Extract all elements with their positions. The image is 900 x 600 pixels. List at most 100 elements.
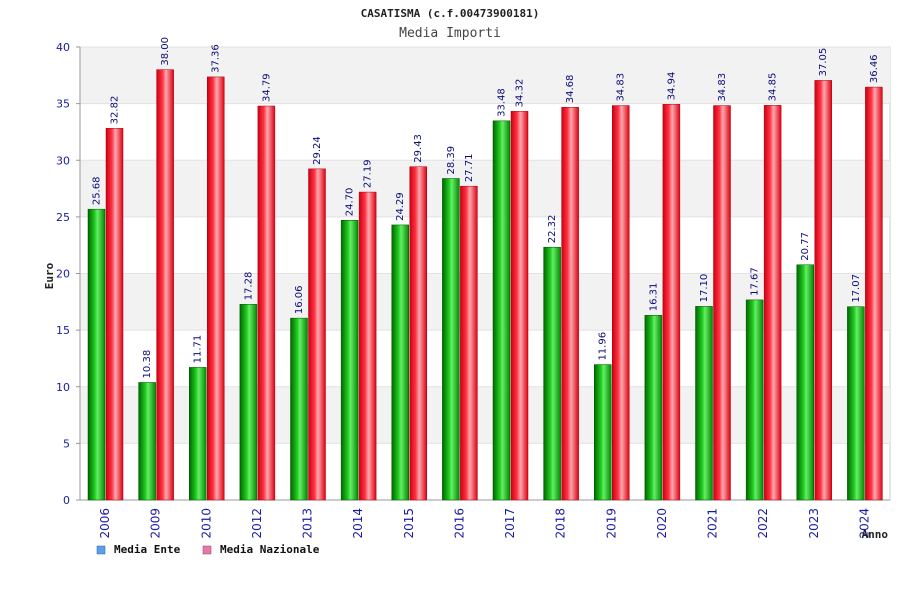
bar-media-nazionale-2024 xyxy=(865,86,883,501)
bar-media-ente-2018 xyxy=(543,246,561,501)
data-label-media-ente-2016: 28.39 xyxy=(446,146,457,175)
x-axis-label: Anno xyxy=(862,528,889,541)
bar-media-nazionale-2021 xyxy=(713,105,731,501)
data-label-media-nazionale-2019: 34.83 xyxy=(616,73,627,102)
bar-media-ente-2017 xyxy=(492,120,511,501)
bar-media-ente-2013 xyxy=(290,317,308,501)
y-tick-label: 35 xyxy=(56,98,70,111)
x-tick-label: 2014 xyxy=(351,508,365,539)
data-label-media-ente-2010: 11.71 xyxy=(193,335,204,364)
bar-media-ente-2012 xyxy=(239,304,258,501)
data-label-media-ente-2022: 17.67 xyxy=(750,267,761,296)
bar-media-ente-2016 xyxy=(442,178,460,501)
x-tick-label: 2006 xyxy=(98,508,112,539)
data-label-media-ente-2009: 10.38 xyxy=(142,350,153,379)
x-tick-label: 2012 xyxy=(250,508,264,539)
bar-media-nazionale-2010 xyxy=(207,76,225,501)
bar-media-ente-2009 xyxy=(138,382,156,501)
data-label-media-nazionale-2024: 36.46 xyxy=(869,54,880,83)
data-label-media-nazionale-2018: 34.68 xyxy=(565,75,576,104)
bar-media-nazionale-2019 xyxy=(612,105,630,501)
bar-media-nazionale-2014 xyxy=(358,191,377,501)
chart-title: CASATISMA (c.f.00473900181) xyxy=(361,7,540,20)
bar-media-nazionale-2022 xyxy=(763,105,782,501)
bar-media-nazionale-2015 xyxy=(409,166,427,501)
data-label-media-nazionale-2021: 34.83 xyxy=(717,73,728,102)
bar-media-nazionale-2012 xyxy=(257,105,276,501)
legend-swatch-media-nazionale xyxy=(202,545,212,555)
data-label-media-ente-2006: 25.68 xyxy=(92,177,103,206)
x-tick-label: 2010 xyxy=(199,508,213,539)
data-label-media-ente-2020: 16.31 xyxy=(648,283,659,312)
data-label-media-ente-2015: 24.29 xyxy=(395,192,406,221)
legend-label-media-ente: Media Ente xyxy=(114,543,181,556)
bar-media-nazionale-2018 xyxy=(561,106,579,501)
bar-media-ente-2023 xyxy=(796,264,814,501)
bar-media-ente-2019 xyxy=(594,364,612,501)
chart-subtitle: Media Importi xyxy=(399,26,501,41)
bars xyxy=(87,69,883,501)
bar-media-nazionale-2013 xyxy=(308,168,326,501)
bar-media-ente-2006 xyxy=(87,208,106,501)
data-label-media-ente-2023: 20.77 xyxy=(800,232,811,261)
x-tick-label: 2013 xyxy=(301,508,315,539)
legend: Media Ente Media Nazionale xyxy=(96,543,320,556)
data-label-media-ente-2021: 17.10 xyxy=(699,274,710,303)
data-label-media-nazionale-2023: 37.05 xyxy=(818,48,829,77)
x-tick-label: 2015 xyxy=(402,508,416,539)
bar-media-nazionale-2009 xyxy=(156,69,174,501)
y-tick-label: 20 xyxy=(56,268,70,281)
y-tick-label: 10 xyxy=(56,381,70,394)
data-label-media-ente-2014: 24.70 xyxy=(345,188,356,217)
x-tick-label: 2017 xyxy=(503,508,517,539)
data-label-media-nazionale-2015: 29.43 xyxy=(413,134,424,163)
data-label-media-ente-2012: 17.28 xyxy=(243,272,254,301)
bar-media-nazionale-2023 xyxy=(814,80,832,501)
y-tick-label: 15 xyxy=(56,324,70,337)
y-axis-ticks: 0 5 10 15 20 25 30 35 40 xyxy=(56,41,80,507)
data-label-media-nazionale-2016: 27.71 xyxy=(464,154,475,183)
bar-media-nazionale-2016 xyxy=(460,185,478,501)
bar-media-ente-2021 xyxy=(695,306,713,501)
data-label-media-nazionale-2010: 37.36 xyxy=(211,44,222,73)
y-tick-label: 30 xyxy=(56,154,70,167)
x-tick-label: 2024 xyxy=(857,508,871,539)
x-tick-label: 2019 xyxy=(604,508,618,539)
x-tick-label: 2016 xyxy=(452,508,466,539)
bar-media-ente-2024 xyxy=(847,306,865,501)
bar-media-ente-2022 xyxy=(745,299,764,501)
y-tick-label: 5 xyxy=(63,437,70,450)
bar-media-ente-2010 xyxy=(189,367,207,501)
y-tick-label: 40 xyxy=(56,41,70,54)
data-labels: 25.68 32.82 10.38 38.00 11.71 37.36 17.28 34.79… xyxy=(92,37,880,378)
data-label-media-nazionale-2012: 34.79 xyxy=(261,73,272,102)
x-tick-label: 2022 xyxy=(756,508,770,539)
data-label-media-nazionale-2013: 29.24 xyxy=(312,136,323,165)
bar-media-ente-2015 xyxy=(391,224,409,501)
data-label-media-nazionale-2022: 34.85 xyxy=(768,73,779,102)
y-tick-label: 0 xyxy=(63,494,70,507)
data-label-media-ente-2024: 17.07 xyxy=(851,274,862,303)
bar-media-ente-2014 xyxy=(340,220,359,501)
bar-media-nazionale-2006 xyxy=(105,128,124,501)
data-label-media-nazionale-2006: 32.82 xyxy=(110,96,121,125)
bar-media-nazionale-2020 xyxy=(662,104,681,501)
x-tick-label: 2018 xyxy=(554,508,568,539)
x-tick-label: 2023 xyxy=(807,508,821,539)
data-label-media-nazionale-2020: 34.94 xyxy=(666,72,677,101)
data-label-media-nazionale-2009: 38.00 xyxy=(160,37,171,66)
data-label-media-ente-2013: 16.06 xyxy=(294,285,305,314)
x-axis-ticks: 2006 2009 2010 2012 2013 2014 2015 2016 2017 2018… xyxy=(98,508,871,539)
x-tick-label: 2020 xyxy=(655,508,669,539)
bar-media-ente-2020 xyxy=(644,315,663,501)
x-tick-label: 2021 xyxy=(706,508,720,539)
legend-swatch-media-ente xyxy=(96,545,106,555)
legend-label-media-nazionale: Media Nazionale xyxy=(220,543,320,556)
y-tick-label: 25 xyxy=(56,211,70,224)
bar-media-nazionale-2017 xyxy=(510,111,529,501)
data-label-media-nazionale-2014: 27.19 xyxy=(363,159,374,188)
data-label-media-ente-2019: 11.96 xyxy=(598,332,609,361)
data-label-media-ente-2018: 22.32 xyxy=(547,215,558,244)
x-tick-label: 2009 xyxy=(149,508,163,539)
